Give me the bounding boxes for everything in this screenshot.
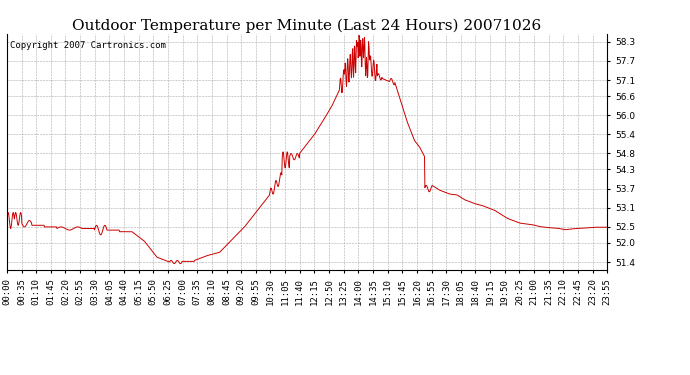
Title: Outdoor Temperature per Minute (Last 24 Hours) 20071026: Outdoor Temperature per Minute (Last 24 … bbox=[72, 18, 542, 33]
Text: Copyright 2007 Cartronics.com: Copyright 2007 Cartronics.com bbox=[10, 41, 166, 50]
